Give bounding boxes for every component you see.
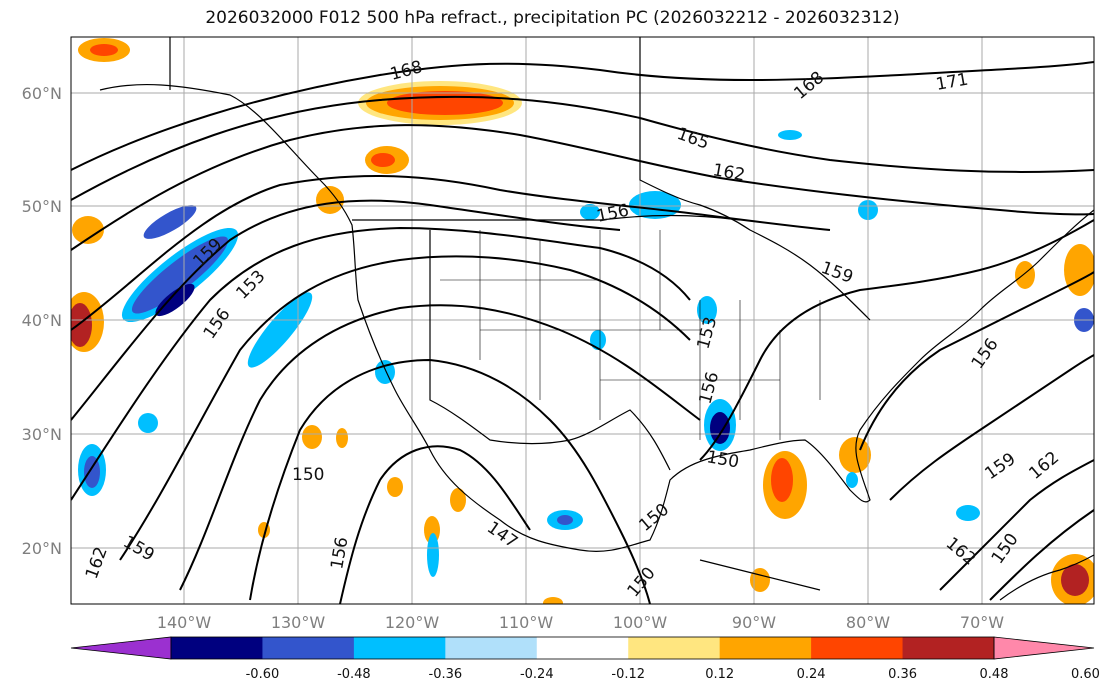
colorbar-tick-label: -0.60 xyxy=(246,667,280,682)
lon-label: 80°W xyxy=(846,613,890,632)
contour-label: 150 xyxy=(292,465,324,485)
colorbar-tick-label: 0.60 xyxy=(1071,667,1100,682)
graticule xyxy=(71,37,1094,604)
colorbar-tick-label: 0.48 xyxy=(980,667,1009,682)
lon-label: 90°W xyxy=(732,613,776,632)
lon-label: 70°W xyxy=(960,613,1004,632)
precipitation-shading xyxy=(71,38,1094,604)
colorbar-border xyxy=(170,636,995,660)
colorbar-tick-label: 0.36 xyxy=(888,667,917,682)
colorbar-segment xyxy=(536,637,629,659)
colorbar-tick-label: -0.12 xyxy=(611,667,645,682)
lat-label: 30°N xyxy=(22,425,62,444)
colorbar-tick-label: -0.36 xyxy=(429,667,463,682)
colorbar-segment xyxy=(628,637,721,659)
lat-label: 20°N xyxy=(22,539,62,558)
colorbar-tick-label: -0.48 xyxy=(337,667,371,682)
colorbar-extend-high xyxy=(993,636,1095,660)
refractivity-contours xyxy=(71,61,1094,604)
colorbar: -0.60 -0.48 -0.36 -0.24 -0.12 0.12 0.24 0.36 0.4… xyxy=(70,636,1100,682)
colorbar-segment xyxy=(811,637,904,659)
longitude-labels: 140°W 130°W 120°W 110°W 100°W 90°W 80°W … xyxy=(157,613,1004,632)
colorbar-segment xyxy=(719,637,812,659)
lon-label: 100°W xyxy=(613,613,668,632)
lat-label: 50°N xyxy=(22,197,62,216)
map-title: 2026032000 F012 500 hPa refract., precip… xyxy=(205,8,900,28)
lon-label: 110°W xyxy=(499,613,554,632)
colorbar-segment xyxy=(445,637,538,659)
colorbar-segment xyxy=(171,637,263,659)
coastlines xyxy=(99,37,1094,601)
lon-label: 130°W xyxy=(271,613,326,632)
colorbar-segment xyxy=(262,637,355,659)
lat-label: 40°N xyxy=(22,311,62,330)
colorbar-tick-label: 0.24 xyxy=(797,667,826,682)
lon-label: 120°W xyxy=(385,613,440,632)
latitude-labels: 60°N 50°N 40°N 30°N 20°N xyxy=(22,84,62,558)
colorbar-tick-label: 0.12 xyxy=(705,667,734,682)
state-borders xyxy=(440,230,821,440)
lon-label: 140°W xyxy=(157,613,212,632)
colorbar-extend-low xyxy=(70,636,172,660)
colorbar-tick-label: -0.24 xyxy=(520,667,554,682)
colorbar-segment xyxy=(353,637,446,659)
lat-label: 60°N xyxy=(22,84,62,103)
map-frame xyxy=(70,36,1095,605)
colorbar-segment xyxy=(902,637,995,659)
